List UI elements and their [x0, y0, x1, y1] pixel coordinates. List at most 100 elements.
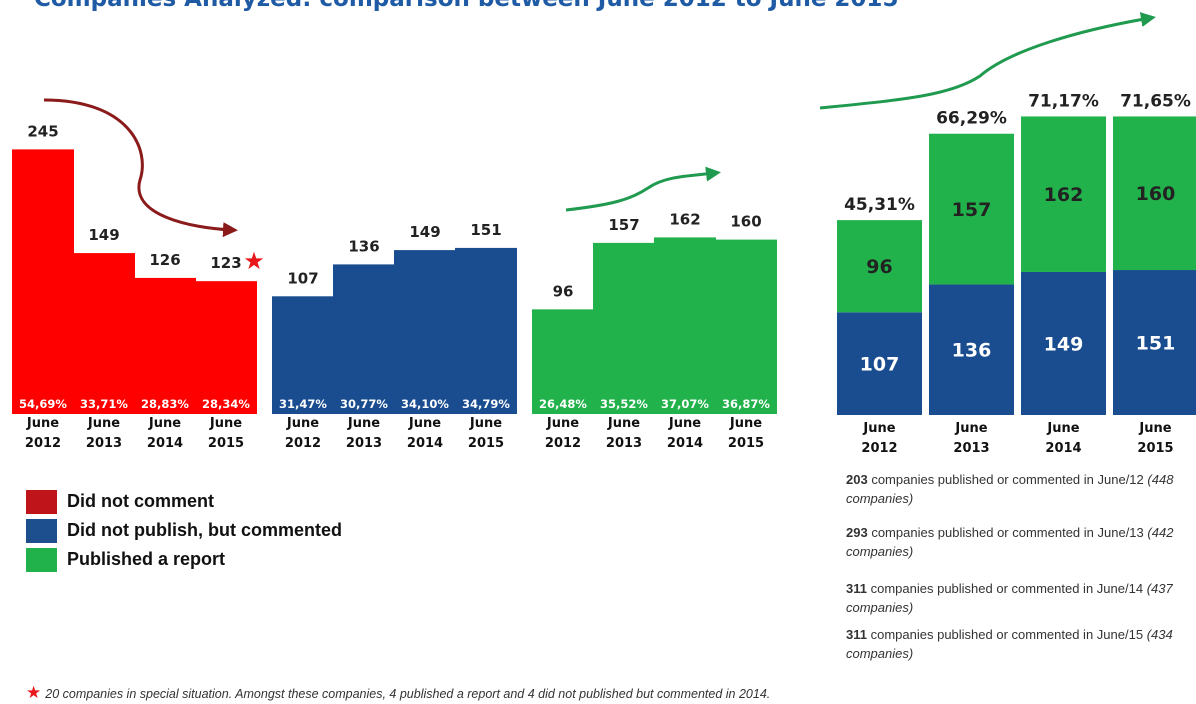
published-bar — [532, 309, 594, 414]
note-total: (434 companies) — [846, 627, 1173, 661]
published-percent-label: 26,48% — [539, 397, 587, 411]
note-count: 203 — [846, 472, 868, 487]
not-publish-bar — [272, 296, 334, 414]
published-bar — [715, 239, 777, 414]
stacked-bar-published — [1021, 116, 1106, 272]
published-tick-label: June 2012 — [545, 416, 581, 451]
stacked-bar-commented — [1113, 270, 1196, 415]
stacked-tick-label: June 2014 — [1045, 421, 1081, 456]
stacked-tick-label: June 2015 — [1137, 421, 1173, 456]
stacked-total-label: 66,29% — [936, 109, 1007, 129]
note-text: companies published or commented in June… — [870, 627, 1144, 642]
trend-arrow-up-small — [565, 166, 721, 212]
not-comment-percent-label: 54,69% — [19, 397, 67, 411]
not-comment-bar — [195, 281, 257, 414]
not-publish-bar — [455, 247, 517, 414]
not-comment-bar — [134, 277, 196, 414]
star-icon: ★ — [26, 683, 42, 702]
stacked-tick-label: June 2012 — [861, 421, 897, 456]
trend-arrow-down — [43, 98, 238, 238]
not-comment-value-label: 126 — [149, 251, 180, 269]
legend-item-did-not-publish: Did not publish, but commented — [26, 516, 342, 545]
published-bar — [654, 237, 716, 414]
note-2014: 311 companies published or commented in … — [846, 579, 1191, 617]
not-publish-value-label: 107 — [287, 269, 318, 287]
not-publish-tick-label: June 2012 — [285, 416, 321, 451]
published-value-label: 160 — [730, 213, 761, 231]
not-publish-percent-label: 34,79% — [462, 397, 510, 411]
note-text: companies published or commented in June… — [870, 581, 1144, 596]
legend-swatch-blue — [26, 518, 57, 543]
legend-label: Did not publish, but commented — [67, 520, 342, 540]
stacked-value-label: 160 — [1136, 183, 1176, 205]
not-publish-percent-label: 31,47% — [279, 397, 327, 411]
not-comment-tick-label: June 2014 — [147, 416, 183, 451]
stacked-value-label: 162 — [1044, 184, 1084, 206]
stacked-bar-published — [837, 220, 922, 313]
published-percent-label: 37,07% — [661, 397, 709, 411]
not-comment-percent-label: 28,34% — [202, 397, 250, 411]
not-comment-percent-label: 28,83% — [141, 397, 189, 411]
not-comment-tick-label: June 2013 — [86, 416, 122, 451]
not-comment-bar — [12, 149, 74, 414]
not-publish-value-label: 149 — [409, 223, 440, 241]
note-text: companies published or commented in June… — [871, 525, 1144, 540]
footnote-text: 20 companies in special situation. Among… — [45, 687, 771, 701]
legend-label: Did not comment — [67, 491, 214, 511]
published-value-label: 162 — [669, 210, 700, 228]
published-tick-label: June 2015 — [728, 416, 764, 451]
notes-panel: 203 companies published or commented in … — [846, 470, 1191, 663]
published-value-label: 157 — [608, 216, 639, 234]
not-publish-tick-label: June 2013 — [346, 416, 382, 451]
not-publish-tick-label: June 2015 — [468, 416, 504, 451]
footnote: ★ 20 companies in special situation. Amon… — [26, 683, 770, 703]
not-publish-percent-label: 34,10% — [401, 397, 449, 411]
not-publish-value-label: 136 — [348, 237, 379, 255]
not-comment-tick-label: June 2015 — [208, 416, 244, 451]
stacked-bar-commented — [929, 284, 1014, 415]
note-count: 293 — [846, 525, 868, 540]
note-count: 311 — [846, 581, 867, 596]
chart-title: Companies Analyzed: comparison between J… — [34, 0, 898, 12]
legend-label: Published a report — [67, 549, 226, 569]
not-publish-bar — [333, 264, 395, 414]
trend-arrow-up-large — [819, 12, 1156, 110]
not-publish-tick-label: June 2014 — [407, 416, 443, 451]
legend-item-published: Published a report — [26, 545, 342, 574]
published-percent-label: 35,52% — [600, 397, 648, 411]
stacked-bar-commented — [837, 312, 922, 415]
stacked-tick-label: June 2013 — [953, 421, 989, 456]
not-publish-percent-label: 30,77% — [340, 397, 388, 411]
not-comment-tick-label: June 2012 — [25, 416, 61, 451]
note-text: companies published or commented in June… — [871, 472, 1144, 487]
stacked-value-label: 107 — [860, 354, 900, 376]
not-comment-percent-label: 33,71% — [80, 397, 128, 411]
note-2012: 203 companies published or commented in … — [846, 470, 1191, 508]
stacked-value-label: 149 — [1044, 333, 1084, 355]
star-icon: ★ — [243, 247, 265, 275]
stacked-total-label: 71,65% — [1120, 91, 1191, 111]
stacked-value-label: 151 — [1136, 333, 1176, 355]
legend-swatch-green — [26, 547, 57, 572]
stacked-bar-published — [929, 133, 1014, 285]
stacked-value-label: 96 — [866, 256, 892, 278]
not-comment-value-label: 245 — [27, 122, 58, 140]
stacked-total-label: 71,17% — [1028, 91, 1099, 111]
not-publish-value-label: 151 — [470, 221, 501, 239]
published-bar — [593, 242, 655, 414]
note-2015: 311 companies published or commented in … — [846, 625, 1191, 663]
stacked-total-label: 45,31% — [844, 195, 915, 215]
legend-item-did-not-comment: Did not comment — [26, 487, 342, 516]
note-2013: 293 companies published or commented in … — [846, 523, 1191, 561]
stacked-bar-published — [1113, 116, 1196, 271]
note-total: (442 companies) — [846, 525, 1174, 559]
legend: Did not comment Did not publish, but com… — [26, 487, 342, 574]
published-tick-label: June 2013 — [606, 416, 642, 451]
note-count: 311 — [846, 627, 867, 642]
not-comment-value-label: 123 — [210, 254, 241, 272]
note-total: (437 companies) — [846, 581, 1173, 615]
published-percent-label: 36,87% — [722, 397, 770, 411]
not-comment-value-label: 149 — [88, 226, 119, 244]
published-value-label: 96 — [553, 282, 574, 300]
